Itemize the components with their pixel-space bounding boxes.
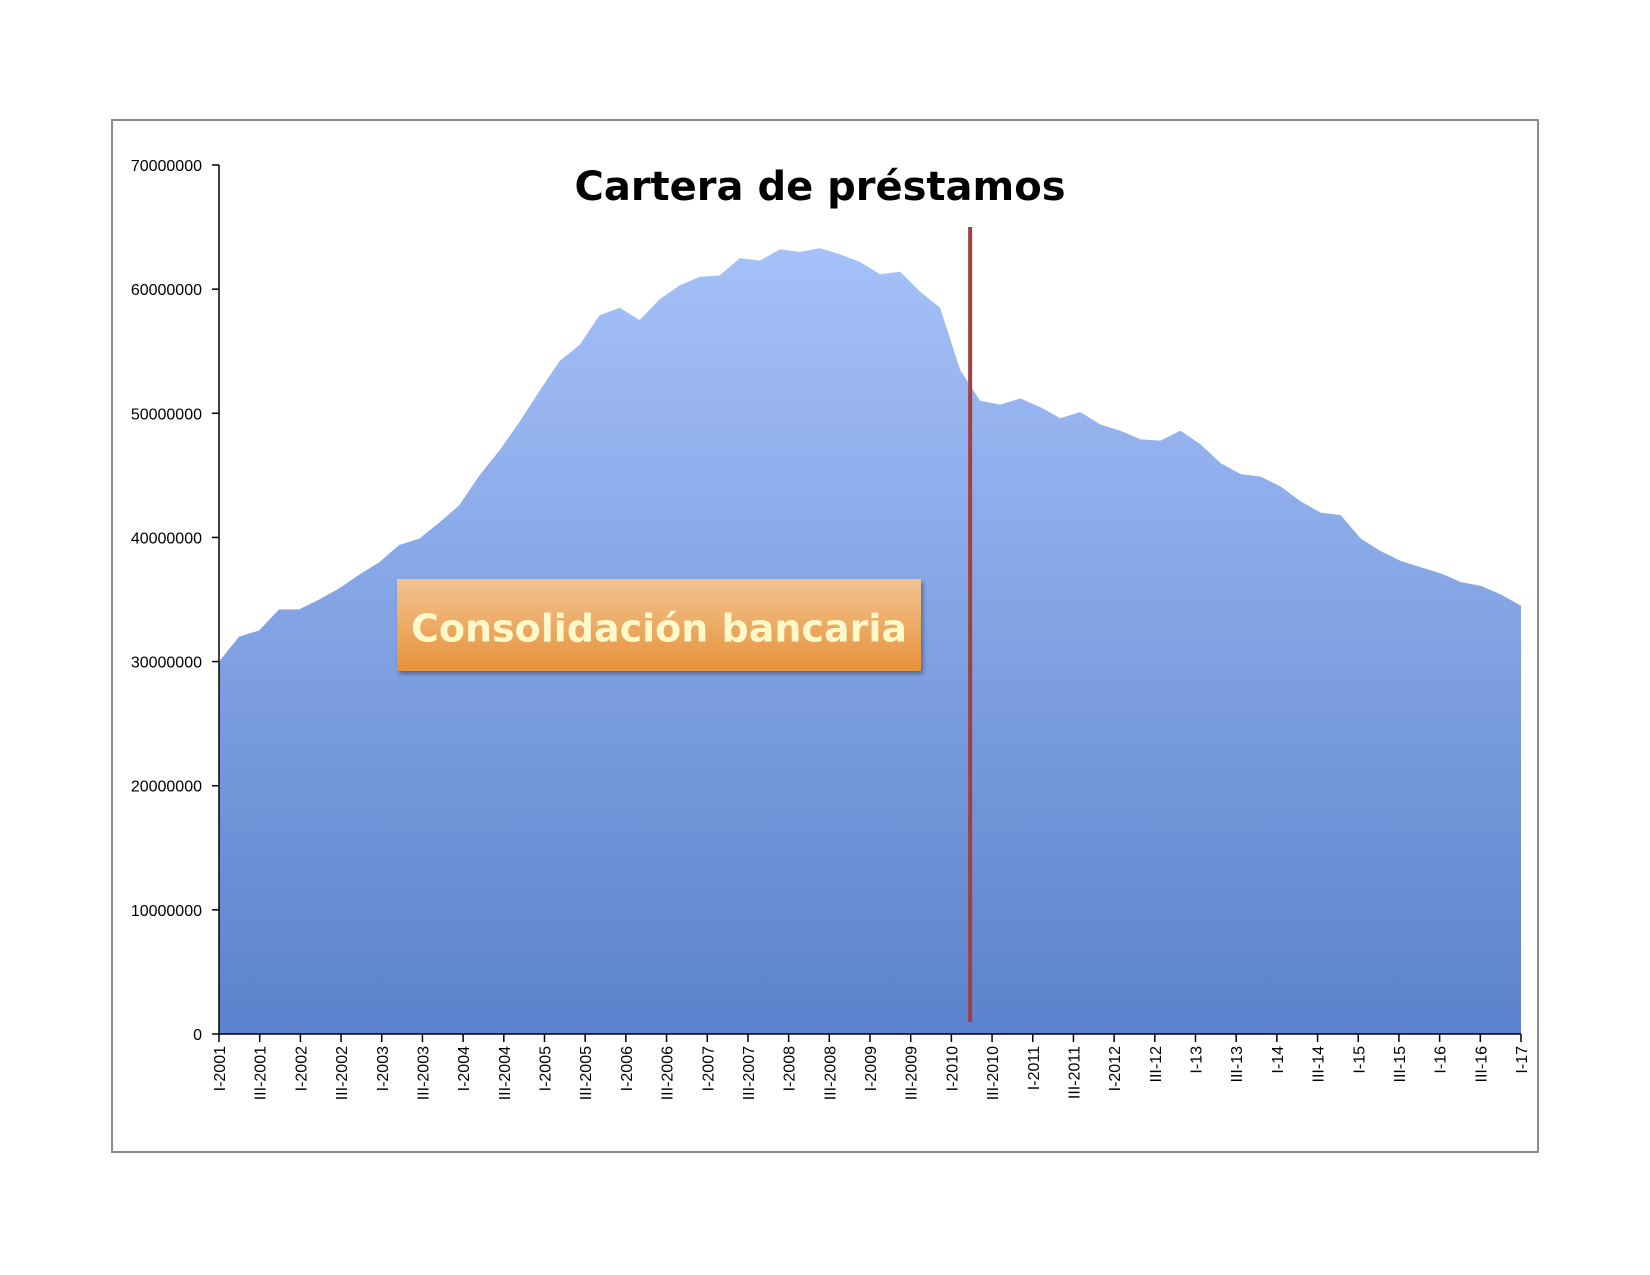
y-tick-label: 30000000: [131, 655, 202, 672]
x-tick-label: III-2009: [904, 1046, 921, 1100]
x-tick-label: I-2012: [1107, 1046, 1124, 1091]
x-tick-label: I-13: [1189, 1046, 1206, 1074]
y-tick-label: 40000000: [131, 530, 202, 547]
x-tick-label: I-2006: [619, 1046, 636, 1091]
x-tick-label: III-14: [1311, 1046, 1328, 1083]
x-tick-label: III-2001: [253, 1046, 270, 1100]
x-tick-label: I-2010: [944, 1046, 961, 1091]
x-tick-label: III-2007: [741, 1046, 758, 1100]
callout-box: [397, 579, 921, 671]
y-tick-label: 60000000: [131, 282, 202, 299]
x-tick-label: III-2005: [578, 1046, 595, 1100]
x-tick-label: III-13: [1229, 1046, 1246, 1083]
x-tick-label: III-2011: [1066, 1046, 1083, 1099]
chart-title: Cartera de préstamos: [574, 164, 1065, 210]
callout-label: Consolidación bancaria: [411, 607, 907, 651]
x-tick-label: I-15: [1351, 1046, 1368, 1074]
x-tick-label: III-2003: [415, 1046, 432, 1100]
x-tick-label: I-2008: [782, 1046, 799, 1091]
y-tick-label: 10000000: [131, 903, 202, 920]
x-tick-label: I-14: [1270, 1046, 1287, 1074]
x-tick-label: I-17: [1514, 1046, 1531, 1074]
x-tick-label: I-2004: [456, 1046, 473, 1091]
consolidation-callout: Consolidación bancaria: [397, 579, 921, 671]
x-tick-label: I-2011: [1026, 1046, 1043, 1090]
x-tick-label: III-2010: [985, 1046, 1002, 1100]
y-tick-label: 20000000: [131, 779, 202, 796]
x-tick-label: I-2001: [212, 1046, 229, 1091]
x-tick-label: III-16: [1473, 1046, 1490, 1083]
y-tick-label: 0: [193, 1027, 202, 1044]
x-tick-label: III-12: [1148, 1046, 1165, 1083]
x-tick-label: I-2007: [700, 1046, 717, 1091]
y-tick-label: 50000000: [131, 406, 202, 423]
x-tick-label: I-2002: [293, 1046, 310, 1091]
x-tick-label: III-15: [1392, 1046, 1409, 1083]
x-tick-label: I-2009: [863, 1046, 880, 1091]
x-tick-label: III-2004: [497, 1046, 514, 1100]
x-tick-label: III-2006: [660, 1046, 677, 1100]
x-tick-label: I-16: [1433, 1046, 1450, 1074]
y-tick-label: 70000000: [131, 158, 202, 175]
x-tick-label: I-2005: [538, 1046, 555, 1091]
x-tick-label: III-2002: [334, 1046, 351, 1100]
x-tick-label: III-2008: [822, 1046, 839, 1100]
x-tick-label: I-2003: [375, 1046, 392, 1091]
